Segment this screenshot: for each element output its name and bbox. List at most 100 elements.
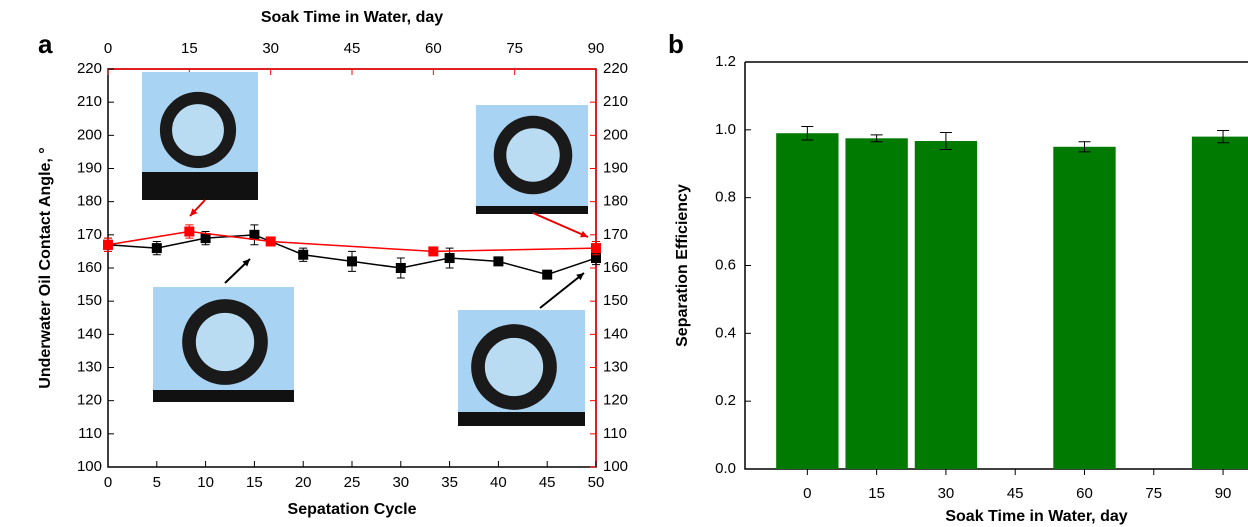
marker <box>103 239 113 250</box>
x-tick-label: 45 <box>1007 485 1024 502</box>
marker <box>591 243 601 254</box>
x2-tick-label: 90 <box>588 40 605 57</box>
x-tick-label: 60 <box>1076 485 1093 502</box>
y2-tick-label: 150 <box>603 292 628 309</box>
y-tick-label: 0.8 <box>715 189 736 206</box>
x-tick-label: 15 <box>246 474 263 491</box>
bar <box>914 141 978 470</box>
y2-tick-label: 110 <box>603 425 627 442</box>
y-tick-label: 190 <box>77 159 102 176</box>
y-tick-label: 0.2 <box>715 392 736 409</box>
x-tick-label: 50 <box>588 474 605 491</box>
marker <box>428 246 439 257</box>
x-tick-label: 15 <box>868 485 885 502</box>
marker <box>298 249 309 260</box>
x2-tick-label: 0 <box>104 40 112 57</box>
y-tick-label: 150 <box>77 292 102 309</box>
x2-tick-label: 15 <box>181 40 198 57</box>
y-tick-label: 220 <box>77 60 102 77</box>
y-tick-label: 160 <box>77 259 102 276</box>
y-axis-label: Underwater Oil Contact Angle, ° <box>37 147 54 388</box>
arrow-head <box>190 208 198 216</box>
panel-label: b <box>668 29 684 59</box>
droplet <box>493 115 573 195</box>
y-tick-label: 110 <box>78 425 102 442</box>
y-tick-label: 170 <box>77 226 102 243</box>
marker <box>347 256 357 267</box>
marker <box>265 236 276 247</box>
y-tick-label: 0.4 <box>715 324 736 341</box>
y-tick-label: 180 <box>77 193 102 210</box>
arrow-head <box>580 230 588 238</box>
y2-tick-label: 210 <box>603 93 628 110</box>
marker <box>249 229 260 240</box>
y-tick-label: 130 <box>77 358 102 375</box>
panel-label: a <box>38 29 53 59</box>
marker <box>184 226 195 237</box>
x-tick-label: 0 <box>104 474 112 491</box>
x-tick-label: 30 <box>938 485 955 502</box>
inset-photo <box>142 72 258 200</box>
x-axis-label: Sepatation Cycle <box>288 501 417 518</box>
y2-tick-label: 220 <box>603 60 628 77</box>
y2-tick-label: 160 <box>603 259 628 276</box>
x-tick-label: 40 <box>490 474 507 491</box>
x-tick-label: 20 <box>295 474 312 491</box>
arrow <box>532 212 589 238</box>
y-tick-label: 210 <box>77 93 102 110</box>
inset-photo <box>458 310 585 426</box>
y-tick-label: 120 <box>77 392 102 409</box>
y-axis-label: Separation Efficiency <box>674 184 691 347</box>
error-bar <box>801 125 814 141</box>
inset-photo <box>153 287 294 402</box>
droplet <box>471 324 557 410</box>
x2-axis-label: Soak Time in Water, day <box>261 9 443 26</box>
y2-tick-label: 170 <box>603 226 628 243</box>
y2-tick-label: 130 <box>603 358 628 375</box>
x-tick-label: 45 <box>539 474 556 491</box>
arrow-head <box>576 273 584 281</box>
error-bar <box>870 134 883 143</box>
droplet <box>159 91 237 169</box>
x-tick-label: 90 <box>1215 485 1232 502</box>
x2-tick-label: 45 <box>344 40 361 57</box>
x-axis-label: Soak Time in Water, day <box>945 508 1127 525</box>
x-tick-label: 75 <box>1145 485 1162 502</box>
error-bar <box>1217 130 1230 144</box>
y-tick-label: 200 <box>77 126 102 143</box>
inset-photo <box>476 105 588 214</box>
arrow <box>539 272 585 309</box>
y2-tick-label: 120 <box>603 392 628 409</box>
y-tick-label: 1.0 <box>715 121 736 138</box>
marker <box>444 253 455 264</box>
x-tick-label: 5 <box>153 474 161 491</box>
y2-tick-label: 100 <box>603 458 628 475</box>
marker <box>591 253 601 264</box>
bar <box>776 133 839 469</box>
y-tick-label: 1.2 <box>715 53 736 70</box>
y-tick-label: 0.6 <box>715 256 736 273</box>
error-bar <box>939 132 952 151</box>
y2-tick-label: 140 <box>603 325 628 342</box>
photo-substrate <box>153 390 294 402</box>
marker <box>151 243 162 254</box>
y-tick-label: 0.0 <box>715 460 736 477</box>
x2-tick-label: 75 <box>506 40 523 57</box>
x2-tick-label: 60 <box>425 40 442 57</box>
y2-tick-label: 200 <box>603 126 628 143</box>
error-bar <box>1078 141 1091 153</box>
photo-substrate <box>458 412 585 426</box>
y2-tick-label: 180 <box>603 193 628 210</box>
y2-tick-label: 190 <box>603 159 628 176</box>
x-tick-label: 10 <box>197 474 214 491</box>
bar <box>845 138 908 469</box>
marker <box>493 256 504 267</box>
marker <box>395 263 406 273</box>
y-tick-label: 140 <box>77 325 102 342</box>
bar <box>1191 136 1248 469</box>
marker <box>542 269 553 280</box>
marker <box>200 233 211 244</box>
x-tick-label: 25 <box>344 474 361 491</box>
arrow-head <box>242 259 250 267</box>
